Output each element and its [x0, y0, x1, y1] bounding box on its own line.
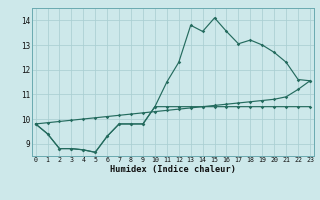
X-axis label: Humidex (Indice chaleur): Humidex (Indice chaleur)	[110, 165, 236, 174]
